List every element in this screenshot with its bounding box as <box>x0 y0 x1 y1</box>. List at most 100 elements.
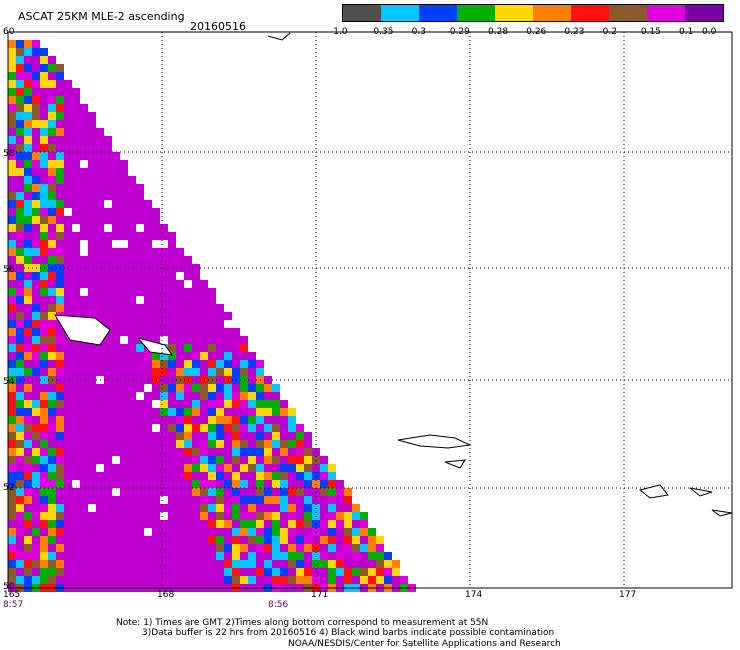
swath-cell <box>72 88 80 96</box>
swath-cell <box>168 296 176 304</box>
swath-cell <box>48 160 56 168</box>
swath-cell <box>24 512 32 520</box>
swath-cell <box>232 392 240 400</box>
swath-cell <box>80 160 88 168</box>
swath-cell <box>160 512 168 520</box>
swath-cell <box>192 472 200 480</box>
swath-cell <box>88 480 96 488</box>
swath-cell <box>8 520 16 528</box>
swath-cell <box>368 528 376 536</box>
swath-cell <box>80 400 88 408</box>
swath-cell <box>32 504 40 512</box>
swath-cell <box>200 328 208 336</box>
swath-cell <box>208 336 216 344</box>
swath-cell <box>120 392 128 400</box>
swath-cell <box>24 384 32 392</box>
swath-cell <box>184 272 192 280</box>
swath-cell <box>176 320 184 328</box>
swath-cell <box>72 256 80 264</box>
swath-cell <box>32 368 40 376</box>
swath-cell <box>56 552 64 560</box>
swath-cell <box>72 208 80 216</box>
swath-cell <box>288 408 296 416</box>
swath-cell <box>336 488 344 496</box>
swath-cell <box>264 416 272 424</box>
swath-cell <box>56 512 64 520</box>
swath-cell <box>224 512 232 520</box>
swath-cell <box>280 480 288 488</box>
swath-cell <box>176 536 184 544</box>
swath-cell <box>208 288 216 296</box>
swath-cell <box>248 528 256 536</box>
swath-cell <box>64 80 72 88</box>
swath-cell <box>144 536 152 544</box>
swath-cell <box>352 536 360 544</box>
swath-cell <box>144 304 152 312</box>
swath-cell <box>80 392 88 400</box>
swath-cell <box>160 320 168 328</box>
swath-cell <box>152 520 160 528</box>
swath-cell <box>8 480 16 488</box>
swath-cell <box>40 144 48 152</box>
swath-cell <box>160 528 168 536</box>
swath-cell <box>320 576 328 584</box>
swath-cell <box>160 360 168 368</box>
swath-cell <box>72 528 80 536</box>
swath-cell <box>160 224 168 232</box>
swath-cell <box>104 224 112 232</box>
swath-cell <box>32 248 40 256</box>
swath-cell <box>256 496 264 504</box>
swath-cell <box>248 488 256 496</box>
swath-cell <box>96 384 104 392</box>
swath-cell <box>40 320 48 328</box>
swath-cell <box>112 552 120 560</box>
swath-cell <box>56 336 64 344</box>
swath-cell <box>32 328 40 336</box>
swath-cell <box>48 240 56 248</box>
swath-cell <box>8 536 16 544</box>
swath-cell <box>200 536 208 544</box>
swath-cell <box>80 408 88 416</box>
island-shape <box>136 337 174 356</box>
swath-cell <box>48 528 56 536</box>
swath-cell <box>16 544 24 552</box>
swath-cell <box>296 440 304 448</box>
swath-cell <box>200 400 208 408</box>
swath-cell <box>136 216 144 224</box>
swath-cell <box>280 440 288 448</box>
swath-cell <box>176 472 184 480</box>
swath-cell <box>224 352 232 360</box>
swath-cell <box>88 120 96 128</box>
swath-cell <box>216 520 224 528</box>
swath-cell <box>224 336 232 344</box>
swath-cell <box>24 248 32 256</box>
swath-cell <box>104 560 112 568</box>
swath-cell <box>288 432 296 440</box>
lat-label-58: 58 <box>3 149 15 159</box>
swath-cell <box>224 496 232 504</box>
swath-cell <box>96 576 104 584</box>
swath-cell <box>248 472 256 480</box>
swath-cell <box>264 384 272 392</box>
swath-cell <box>96 176 104 184</box>
swath-cell <box>64 128 72 136</box>
swath-cell <box>24 568 32 576</box>
swath-cell <box>168 528 176 536</box>
swath-cell <box>200 496 208 504</box>
swath-cell <box>72 536 80 544</box>
swath-cell <box>40 328 48 336</box>
swath-cell <box>48 360 56 368</box>
swath-cell <box>56 216 64 224</box>
swath-cell <box>96 128 104 136</box>
swath-cell <box>112 224 120 232</box>
swath-cell <box>248 512 256 520</box>
swath-cell <box>40 248 48 256</box>
swath-cell <box>184 360 192 368</box>
swath-cell <box>144 360 152 368</box>
swath-cell <box>8 56 16 64</box>
swath-cell <box>168 480 176 488</box>
swath-cell <box>64 480 72 488</box>
swath-cell <box>240 576 248 584</box>
swath-cell <box>224 568 232 576</box>
swath-cell <box>64 112 72 120</box>
